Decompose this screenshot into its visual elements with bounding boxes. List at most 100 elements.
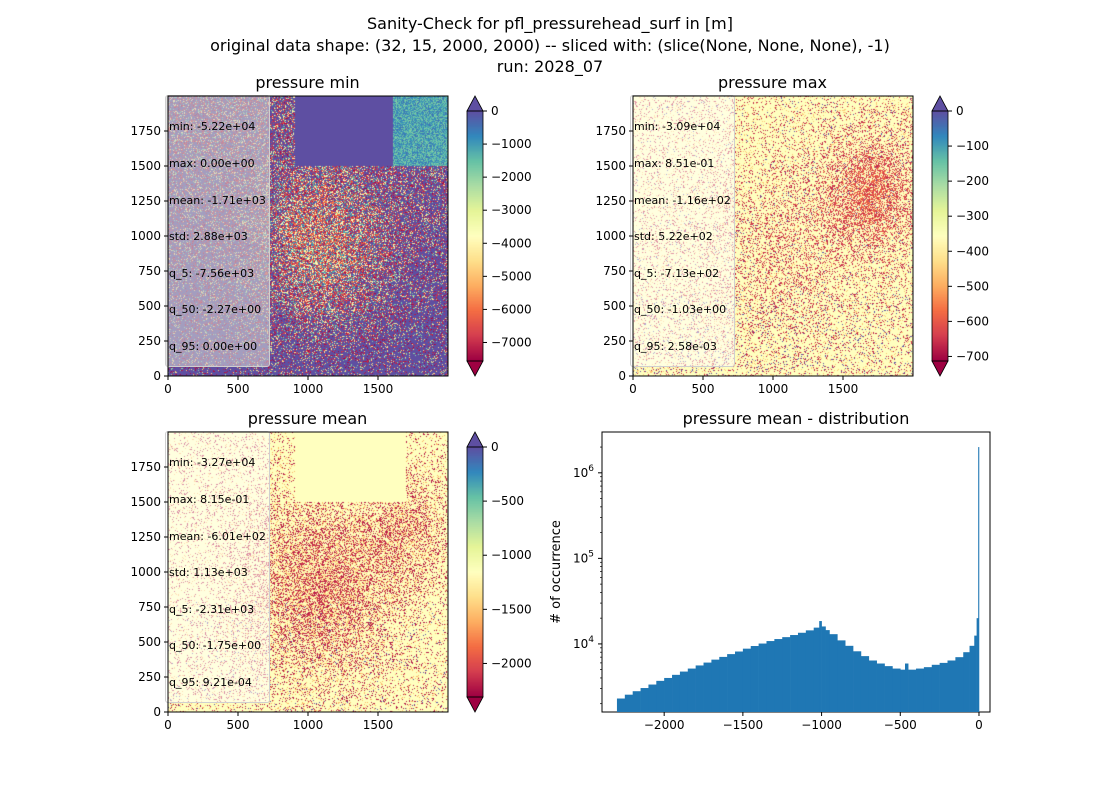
histogram-bar: [860, 656, 870, 712]
colorbar-tick-label: −6000: [491, 302, 532, 316]
hist-y-axis-label: # of occurrence: [549, 520, 564, 624]
x-tick-label: 0: [164, 718, 172, 732]
histogram-bar: [868, 660, 877, 712]
histogram-bar: [978, 447, 980, 712]
colorbar-extend-min: [931, 360, 949, 377]
y-tick-label: 1000: [130, 565, 161, 579]
histogram-bar: [640, 688, 649, 712]
stat-line: max: 8.51e-01: [634, 157, 715, 171]
histogram-bar: [905, 663, 909, 712]
panel-title-pressure-max: pressure max: [717, 73, 828, 92]
y-tick-label: 1750: [595, 124, 626, 138]
y-tick-label: 1500: [130, 495, 161, 509]
stat-line: q_5: -7.13e+02: [634, 266, 720, 280]
colorbar-tick-label: −500: [491, 494, 524, 508]
x-tick-label: 500: [227, 382, 250, 396]
histogram-bar: [774, 639, 783, 712]
histogram-bar: [853, 651, 862, 712]
colorbar-tick-label: −2000: [491, 170, 532, 184]
histogram-bar: [908, 669, 917, 712]
stat-line: q_5: -7.56e+03: [169, 266, 255, 280]
y-tick-label: 1000: [595, 229, 626, 243]
hist-y-tick-label: 105: [573, 549, 594, 565]
y-tick-label: 0: [153, 705, 161, 719]
hist-x-tick-label: −1500: [723, 718, 764, 732]
y-tick-label: 0: [153, 369, 161, 383]
panel-title-pressure-min: pressure min: [255, 73, 360, 92]
colorbar-extend-max: [466, 95, 484, 112]
panel-title-pressure-mean: pressure mean: [247, 409, 368, 428]
stat-line: q_5: -2.31e+03: [169, 602, 255, 616]
colorbar-tick-label: −1000: [491, 548, 532, 562]
histogram-bar: [947, 660, 956, 712]
stat-line: q_95: 0.00e+00: [169, 340, 258, 354]
y-tick-label: 1500: [130, 159, 161, 173]
histogram-bar: [632, 691, 641, 712]
colorbar-pressure-mean: [467, 447, 483, 697]
colorbar-tick-label: −1500: [491, 602, 532, 616]
colorbar-tick-label: −3000: [491, 203, 532, 217]
histogram-bar: [876, 663, 885, 712]
stat-line: max: 0.00e+00: [169, 157, 255, 171]
stat-line: min: -5.22e+04: [169, 120, 256, 134]
heatmap-frame: [167, 431, 449, 713]
x-tick-label: 1000: [758, 382, 789, 396]
colorbar-pressure-min: [467, 111, 483, 361]
histogram-bar: [750, 646, 759, 712]
colorbar-extend-max: [466, 431, 484, 448]
histogram-bar: [711, 659, 720, 712]
colorbar-tick-label: −700: [956, 349, 989, 363]
x-tick-label: 1500: [363, 718, 394, 732]
stat-line: std: 5.22e+02: [634, 230, 713, 244]
histogram-bar: [976, 618, 979, 712]
colorbar-extend-min: [466, 360, 484, 377]
histogram-bar: [963, 652, 970, 712]
stat-line: std: 2.88e+03: [169, 230, 248, 244]
histogram-bar: [664, 677, 673, 712]
stat-line: min: -3.09e+04: [634, 120, 721, 134]
histogram-bar: [703, 662, 712, 712]
histogram-bar: [719, 656, 728, 712]
histogram-bar: [695, 665, 704, 712]
x-tick-label: 0: [164, 382, 172, 396]
colorbar-tick-label: −500: [956, 279, 989, 293]
histogram-bar: [955, 657, 964, 712]
y-tick-label: 1750: [130, 124, 161, 138]
colorbar-extend-max: [931, 95, 949, 112]
histogram-bar: [656, 680, 665, 712]
histogram-bar: [735, 651, 744, 712]
colorbar-tick-label: −200: [956, 174, 989, 188]
y-tick-label: 750: [138, 264, 161, 278]
histogram-bar: [845, 645, 854, 712]
heatmap-frame: [167, 95, 449, 377]
histogram-bar: [758, 643, 767, 712]
hist-x-tick-label: 0: [975, 718, 983, 732]
histogram-bar: [679, 671, 689, 712]
y-tick-label: 1250: [130, 530, 161, 544]
histogram-bar: [813, 627, 820, 712]
histogram-bar: [727, 654, 736, 712]
y-tick-label: 250: [138, 670, 161, 684]
histogram-bar: [969, 645, 975, 712]
y-tick-label: 1250: [130, 194, 161, 208]
histogram-bar: [616, 698, 626, 712]
x-tick-label: 500: [227, 718, 250, 732]
histogram-bar: [829, 634, 838, 712]
histogram-bar: [766, 641, 775, 712]
colorbar-tick-label: −7000: [491, 335, 532, 349]
y-tick-label: 750: [138, 600, 161, 614]
stat-line: q_50: -1.75e+00: [169, 639, 262, 653]
stats-box-pressure-max: min: -3.09e+04 max: 8.51e-01 mean: -1.16…: [630, 95, 735, 368]
stat-line: q_50: -1.03e+00: [634, 303, 727, 317]
x-tick-label: 1000: [293, 718, 324, 732]
stat-line: q_95: 9.21e-04: [169, 676, 252, 690]
y-tick-label: 250: [603, 334, 626, 348]
stat-line: q_95: 2.58e-03: [634, 340, 717, 354]
figure-title-line-1: Sanity-Check for pfl_pressurehead_surf i…: [367, 14, 733, 33]
stat-line: mean: -1.71e+03: [169, 193, 266, 207]
histogram-bar: [648, 684, 657, 712]
histogram-bar: [790, 635, 799, 712]
histogram-bar: [825, 630, 830, 712]
histogram-bar: [742, 648, 752, 712]
